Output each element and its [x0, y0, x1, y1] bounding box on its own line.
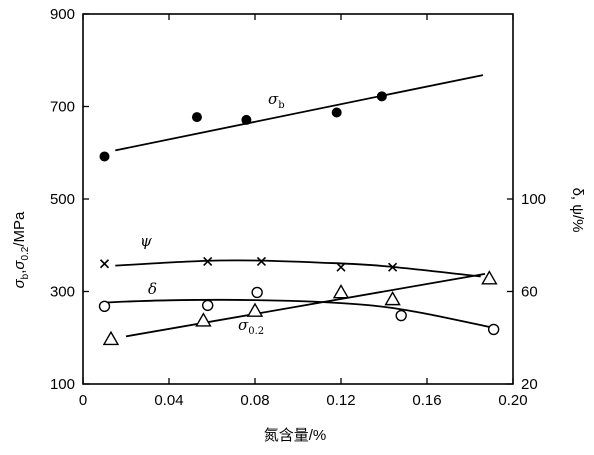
x-tick-label: 0.04	[154, 392, 183, 409]
x-tick-label: 0.16	[412, 392, 441, 409]
x-tick-label: 0.12	[326, 392, 355, 409]
right-tick-label: 100	[521, 191, 546, 208]
data-point-psi	[336, 262, 346, 272]
left-tick-label: 500	[50, 191, 75, 208]
right-axis-title: δ, ψ/%	[569, 188, 586, 233]
data-point-psi	[256, 256, 267, 267]
data-point-sigma-b	[376, 91, 387, 102]
fit-line-psi	[115, 259, 481, 278]
fit-line-sigma-b	[115, 74, 484, 152]
x-tick-label: 0.08	[240, 392, 269, 409]
data-point-delta	[487, 323, 500, 336]
ticks: 0 0.04 0.08 0.12 0.16 0.20 100 300 500 700 900 20 60…	[50, 6, 546, 409]
plot-frame	[82, 13, 514, 385]
x-axis-title: 氮含量/%	[264, 427, 327, 444]
data-point-psi	[203, 256, 213, 267]
data-point-sigma-0-2	[102, 330, 120, 346]
data-point-delta	[395, 309, 407, 322]
series-label-delta: δ	[148, 280, 157, 298]
series-labels: σb ψ δ σ0.2	[140, 90, 285, 337]
x-tick-label: 0	[79, 392, 87, 409]
data-point-delta	[98, 300, 111, 312]
data-point-sigma-0-2	[384, 290, 401, 306]
markers	[98, 91, 500, 346]
data-point-sigma-0-2	[195, 312, 212, 327]
left-tick-label: 300	[50, 284, 75, 301]
left-axis-title: σb,σ0.2/MPa	[11, 211, 31, 288]
series-label-sigma-02: σ0.2	[238, 316, 264, 337]
data-point-sigma-b	[241, 114, 252, 125]
fit-line-delta	[106, 298, 492, 329]
right-tick-label: 20	[521, 376, 538, 393]
fit-line-sigma-0-2	[125, 273, 486, 338]
data-point-delta	[201, 299, 214, 312]
fit-lines	[106, 74, 492, 338]
data-point-sigma-0-2	[481, 270, 498, 285]
plot-border	[82, 13, 514, 385]
data-point-sigma-b	[99, 151, 110, 162]
data-point-psi	[99, 259, 110, 269]
data-point-sigma-0-2	[332, 284, 350, 299]
series-label-sigma-b: σb	[268, 90, 285, 111]
series-label-psi: ψ	[140, 232, 152, 250]
left-tick-label: 700	[50, 99, 75, 116]
data-point-sigma-b	[191, 112, 202, 123]
data-point-delta	[251, 286, 263, 299]
left-tick-label: 900	[50, 6, 75, 23]
data-point-sigma-b	[331, 107, 342, 118]
right-tick-label: 60	[521, 284, 538, 301]
left-tick-label: 100	[50, 376, 75, 393]
data-point-sigma-0-2	[246, 302, 264, 317]
x-tick-label: 0.20	[498, 392, 527, 409]
data-point-psi	[388, 262, 398, 272]
